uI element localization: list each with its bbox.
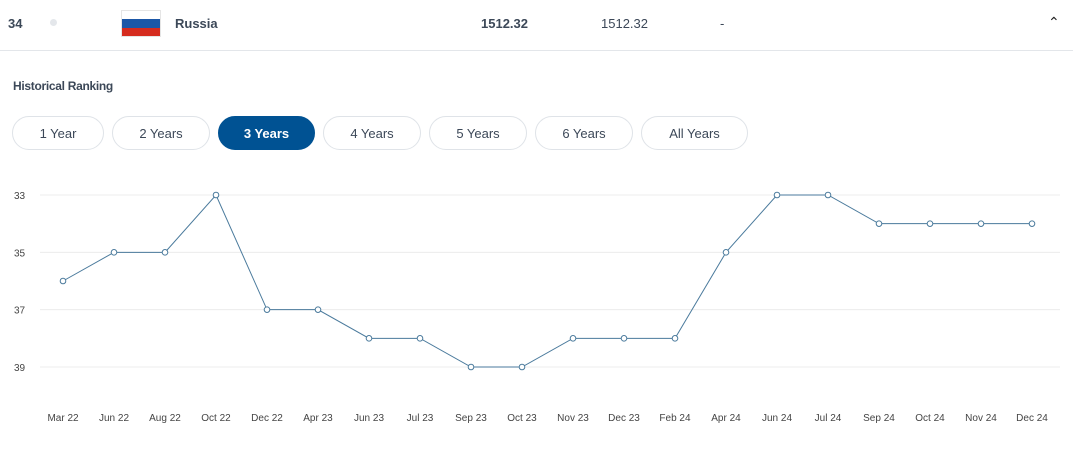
x-tick-label: Jun 23 xyxy=(354,413,384,424)
x-tick-label: Mar 22 xyxy=(47,413,79,424)
data-point[interactable] xyxy=(875,220,883,227)
x-tick-label: Aug 22 xyxy=(149,413,181,424)
x-tick-label: Oct 22 xyxy=(201,413,231,424)
rank-change-indicator xyxy=(50,19,57,26)
data-point[interactable] xyxy=(161,249,169,256)
ranking-row[interactable]: 34 Russia 1512.32 1512.32 - ⌃ xyxy=(0,0,1073,51)
y-tick-label: 35 xyxy=(14,248,26,259)
tab-3-years[interactable]: 3 Years xyxy=(218,116,315,150)
x-tick-label: Feb 24 xyxy=(659,413,691,424)
data-point[interactable] xyxy=(977,220,985,227)
rank: 34 xyxy=(8,16,23,31)
total-points: 1512.32 xyxy=(481,16,528,31)
data-point[interactable] xyxy=(671,335,679,342)
data-point[interactable] xyxy=(212,191,220,199)
russia-flag-icon xyxy=(121,10,161,37)
data-point[interactable] xyxy=(1028,220,1036,227)
x-tick-label: Nov 24 xyxy=(965,413,997,424)
x-tick-label: Sep 23 xyxy=(455,413,487,424)
tab-1-year[interactable]: 1 Year xyxy=(12,116,104,150)
data-point[interactable] xyxy=(518,363,526,371)
chevron-up-icon[interactable]: ⌃ xyxy=(1048,14,1060,30)
x-tick-label: Jul 23 xyxy=(407,413,434,424)
x-tick-label: Jun 22 xyxy=(99,413,129,424)
ranking-line xyxy=(62,194,1032,368)
x-tick-label: Jul 24 xyxy=(815,413,842,424)
tab-6-years[interactable]: 6 Years xyxy=(535,116,633,150)
data-point[interactable] xyxy=(773,191,781,199)
data-point[interactable] xyxy=(620,335,628,342)
x-tick-label: Dec 24 xyxy=(1016,413,1048,424)
x-tick-label: Jun 24 xyxy=(762,413,792,424)
tab-5-years[interactable]: 5 Years xyxy=(429,116,527,150)
data-point[interactable] xyxy=(926,220,934,227)
tab-4-years[interactable]: 4 Years xyxy=(323,116,421,150)
x-tick-label: Apr 24 xyxy=(711,413,741,424)
y-tick-label: 37 xyxy=(14,306,26,317)
section-title: Historical Ranking xyxy=(13,79,113,93)
tab-2-years[interactable]: 2 Years xyxy=(112,116,210,150)
data-point[interactable] xyxy=(824,191,832,199)
x-tick-label: Oct 24 xyxy=(915,413,945,424)
x-tick-label: Oct 23 xyxy=(507,413,537,424)
previous-points: 1512.32 xyxy=(601,16,648,31)
tab-all-years[interactable]: All Years xyxy=(641,116,748,150)
data-point[interactable] xyxy=(569,335,577,342)
x-tick-label: Dec 22 xyxy=(251,413,283,424)
y-tick-label: 33 xyxy=(14,191,26,202)
data-point[interactable] xyxy=(59,277,67,285)
y-tick-label: 39 xyxy=(14,363,26,374)
data-point[interactable] xyxy=(722,249,730,256)
country-name: Russia xyxy=(175,16,218,31)
data-point[interactable] xyxy=(467,363,475,371)
x-tick-label: Sep 24 xyxy=(863,413,895,424)
x-tick-label: Dec 23 xyxy=(608,413,640,424)
data-point[interactable] xyxy=(314,306,322,313)
data-point[interactable] xyxy=(110,249,118,256)
data-point[interactable] xyxy=(263,306,271,313)
period-tabs: 1 Year 2 Years 3 Years 4 Years 5 Years 6… xyxy=(12,116,748,150)
x-tick-label: Apr 23 xyxy=(303,413,333,424)
data-point[interactable] xyxy=(416,335,424,342)
points-change: - xyxy=(720,16,725,31)
data-point[interactable] xyxy=(365,335,373,342)
x-tick-label: Nov 23 xyxy=(557,413,589,424)
